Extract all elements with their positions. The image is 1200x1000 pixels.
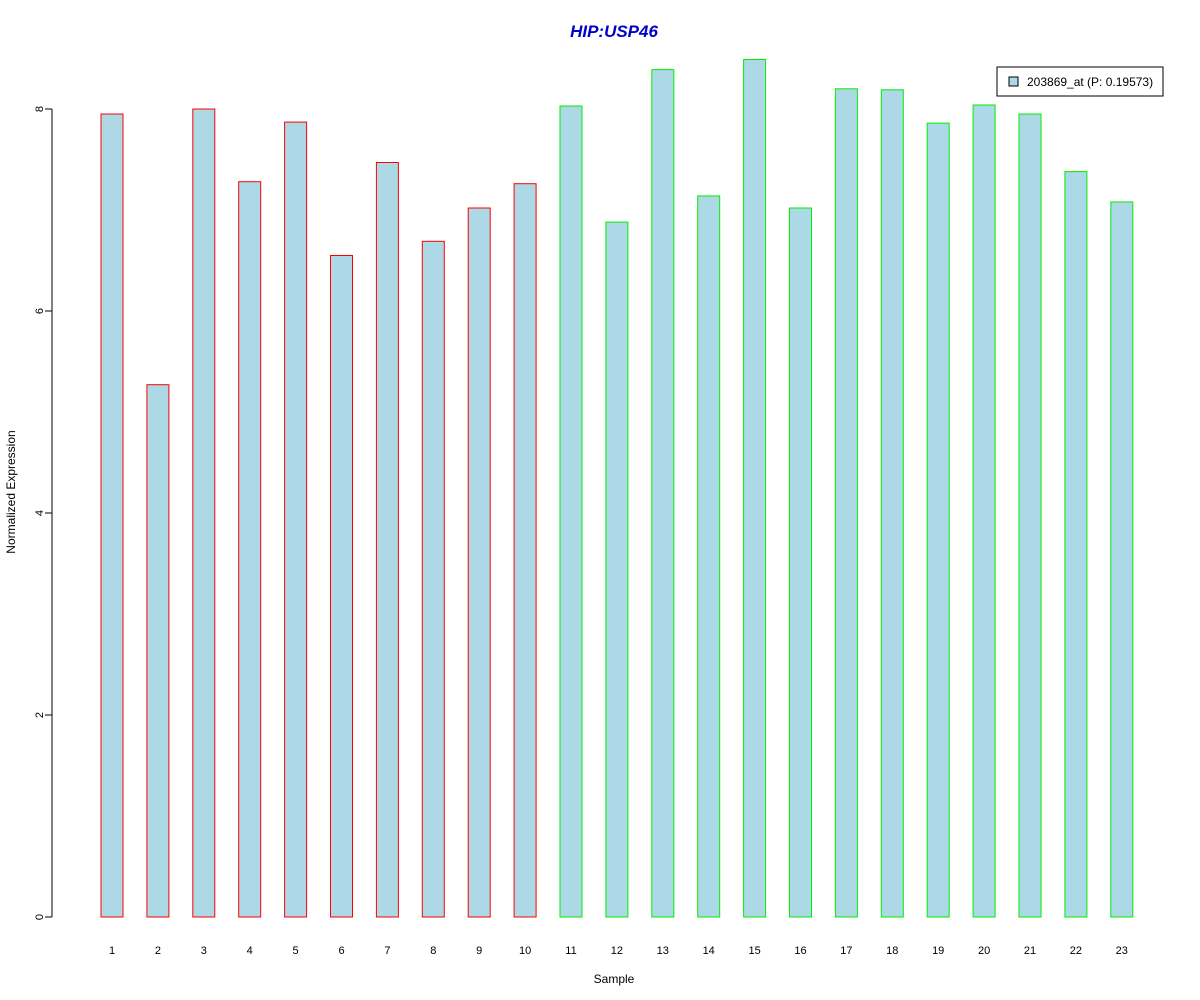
x-tick-label: 14 bbox=[703, 945, 715, 957]
x-tick-label: 6 bbox=[338, 945, 344, 957]
x-tick-label: 12 bbox=[611, 945, 623, 957]
x-tick-label: 10 bbox=[519, 945, 531, 957]
x-tick-label: 5 bbox=[293, 945, 299, 957]
x-tick-label: 13 bbox=[657, 945, 669, 957]
y-tick-label: 4 bbox=[34, 510, 46, 516]
x-tick-label: 23 bbox=[1116, 945, 1128, 957]
legend-box bbox=[996, 66, 1164, 97]
y-tick-label: 0 bbox=[34, 914, 46, 920]
x-tick-label: 9 bbox=[476, 945, 482, 957]
bar-sample-3 bbox=[192, 108, 216, 918]
x-tick-label: 17 bbox=[840, 945, 852, 957]
legend-label: 203869_at (P: 0.19573) bbox=[1027, 75, 1153, 89]
x-tick-label: 7 bbox=[384, 945, 390, 957]
y-tick-label: 8 bbox=[34, 106, 46, 112]
bar-sample-14 bbox=[697, 195, 721, 918]
x-axis-label: Sample bbox=[594, 972, 635, 986]
bar-sample-18 bbox=[880, 89, 904, 918]
y-axis: 0 2 4 6 8 bbox=[34, 106, 53, 920]
bar-sample-2 bbox=[146, 384, 170, 918]
legend-swatch bbox=[1008, 76, 1019, 87]
bar-sample-23 bbox=[1110, 201, 1134, 918]
bars bbox=[100, 59, 1134, 918]
x-tick-label: 15 bbox=[748, 945, 760, 957]
bar-sample-20 bbox=[972, 104, 996, 918]
y-axis-label: Normalized Expression bbox=[4, 430, 18, 553]
legend: 203869_at (P: 0.19573) bbox=[996, 66, 1164, 97]
bar-sample-5 bbox=[284, 121, 308, 918]
bar-sample-19 bbox=[926, 122, 950, 918]
bar-sample-4 bbox=[238, 181, 262, 918]
bar-sample-22 bbox=[1064, 171, 1088, 918]
bar-sample-21 bbox=[1018, 113, 1042, 918]
y-tick-label: 6 bbox=[34, 308, 46, 314]
bar-sample-16 bbox=[789, 207, 812, 918]
bar-sample-10 bbox=[513, 183, 537, 918]
bar-sample-1 bbox=[100, 113, 124, 918]
x-tick-label: 3 bbox=[201, 945, 207, 957]
x-tick-label: 20 bbox=[978, 945, 990, 957]
bar-sample-17 bbox=[834, 88, 858, 918]
y-tick-label: 2 bbox=[34, 712, 46, 718]
x-tick-label: 16 bbox=[794, 945, 806, 957]
bar-sample-9 bbox=[467, 207, 491, 918]
x-tick-label: 22 bbox=[1070, 945, 1082, 957]
x-tick-label: 18 bbox=[886, 945, 898, 957]
chart-title: HIP:USP46 bbox=[570, 22, 658, 41]
bar-sample-13 bbox=[651, 69, 675, 918]
x-tick-label: 8 bbox=[430, 945, 436, 957]
bar-sample-8 bbox=[421, 240, 445, 918]
bar-sample-7 bbox=[375, 162, 399, 918]
x-tick-label: 21 bbox=[1024, 945, 1036, 957]
x-axis-tick-labels: 1 2 3 4 5 6 7 8 9 10 11 12 13 14 15 16 17 18 19 20 21 22 23 bbox=[109, 945, 1128, 957]
bar-sample-11 bbox=[559, 105, 583, 918]
bar-sample-15 bbox=[743, 59, 767, 918]
bar-sample-12 bbox=[605, 221, 629, 918]
x-tick-label: 19 bbox=[932, 945, 944, 957]
bar-sample-6 bbox=[330, 255, 353, 918]
x-tick-label: 2 bbox=[155, 945, 161, 957]
x-tick-label: 4 bbox=[247, 945, 253, 957]
x-tick-label: 11 bbox=[565, 945, 576, 957]
x-tick-label: 1 bbox=[109, 945, 115, 957]
